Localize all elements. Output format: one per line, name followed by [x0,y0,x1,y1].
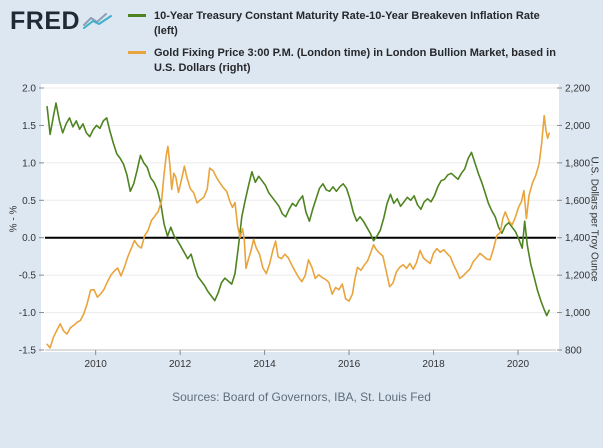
legend-label-line: U.S. Dollars (right) [154,61,251,74]
right-axis-tick-label: 1,200 [565,271,590,282]
left-axis-tick-label: 1.5 [22,121,36,132]
line-chart-icon [83,12,113,35]
fred-logo[interactable]: FRED [10,7,113,36]
legend-swatch-orange [128,50,146,54]
right-axis-tick-label: 2,000 [565,121,590,132]
x-axis-tick-label: 2012 [169,359,192,370]
left-axis-tick-label: 1.0 [22,158,36,169]
left-axis-tick-label: 2.0 [22,84,36,95]
right-axis-tick-label: 1,600 [565,196,590,207]
left-axis-tick-label: 0.5 [22,196,36,207]
left-axis-tick-label: 0.0 [22,233,36,244]
legend-label-real-yield: 10-Year Treasury Constant Maturity Rate-… [154,9,540,39]
legend-label-gold: Gold Fixing Price 3:00 P.M. (London time… [154,46,556,76]
left-axis-tick-label: -0.5 [19,271,37,282]
right-axis-tick-label: 1,800 [565,158,590,169]
fred-logo-text: FRED [10,7,81,35]
treasury-minus-breakeven-line [46,102,551,317]
x-axis-tick-label: 2016 [338,359,361,370]
right-axis-tick-label: 800 [565,346,582,357]
x-axis-tick-label: 2020 [507,359,530,370]
legend-swatch-green [128,14,146,17]
right-axis-tick-label: 1,000 [565,308,590,319]
chart-legend: 10-Year Treasury Constant Maturity Rate-… [128,9,570,82]
x-axis-tick-label: 2014 [253,359,276,370]
plot-area[interactable]: 2.0 1.5 1.0 0.5 0.0 -0.5 -1.0 -1.5 2,200 2,000 1,8… [0,84,603,380]
gold-price-line [46,114,551,349]
left-axis-tick-label: -1.0 [19,308,37,319]
x-axis-tick-label: 2018 [422,359,445,370]
legend-label-line: 10-Year Treasury Constant Maturity Rate-… [154,10,540,22]
legend-label-line: (left) [154,24,178,37]
legend-item-gold: Gold Fixing Price 3:00 P.M. (London time… [128,46,570,76]
legend-label-line: Gold Fixing Price 3:00 P.M. (London time… [154,46,556,59]
right-axis-tick-label: 1,400 [565,233,590,244]
x-axis-tick-label: 2010 [85,359,108,370]
legend-item-real-yield: 10-Year Treasury Constant Maturity Rate-… [128,9,570,39]
right-axis-tick-label: 2,200 [565,84,590,95]
source-note: Sources: Board of Governors, IBA, St. Lo… [172,390,431,404]
left-axis-tick-label: -1.5 [19,346,37,357]
plot-background [41,84,559,352]
